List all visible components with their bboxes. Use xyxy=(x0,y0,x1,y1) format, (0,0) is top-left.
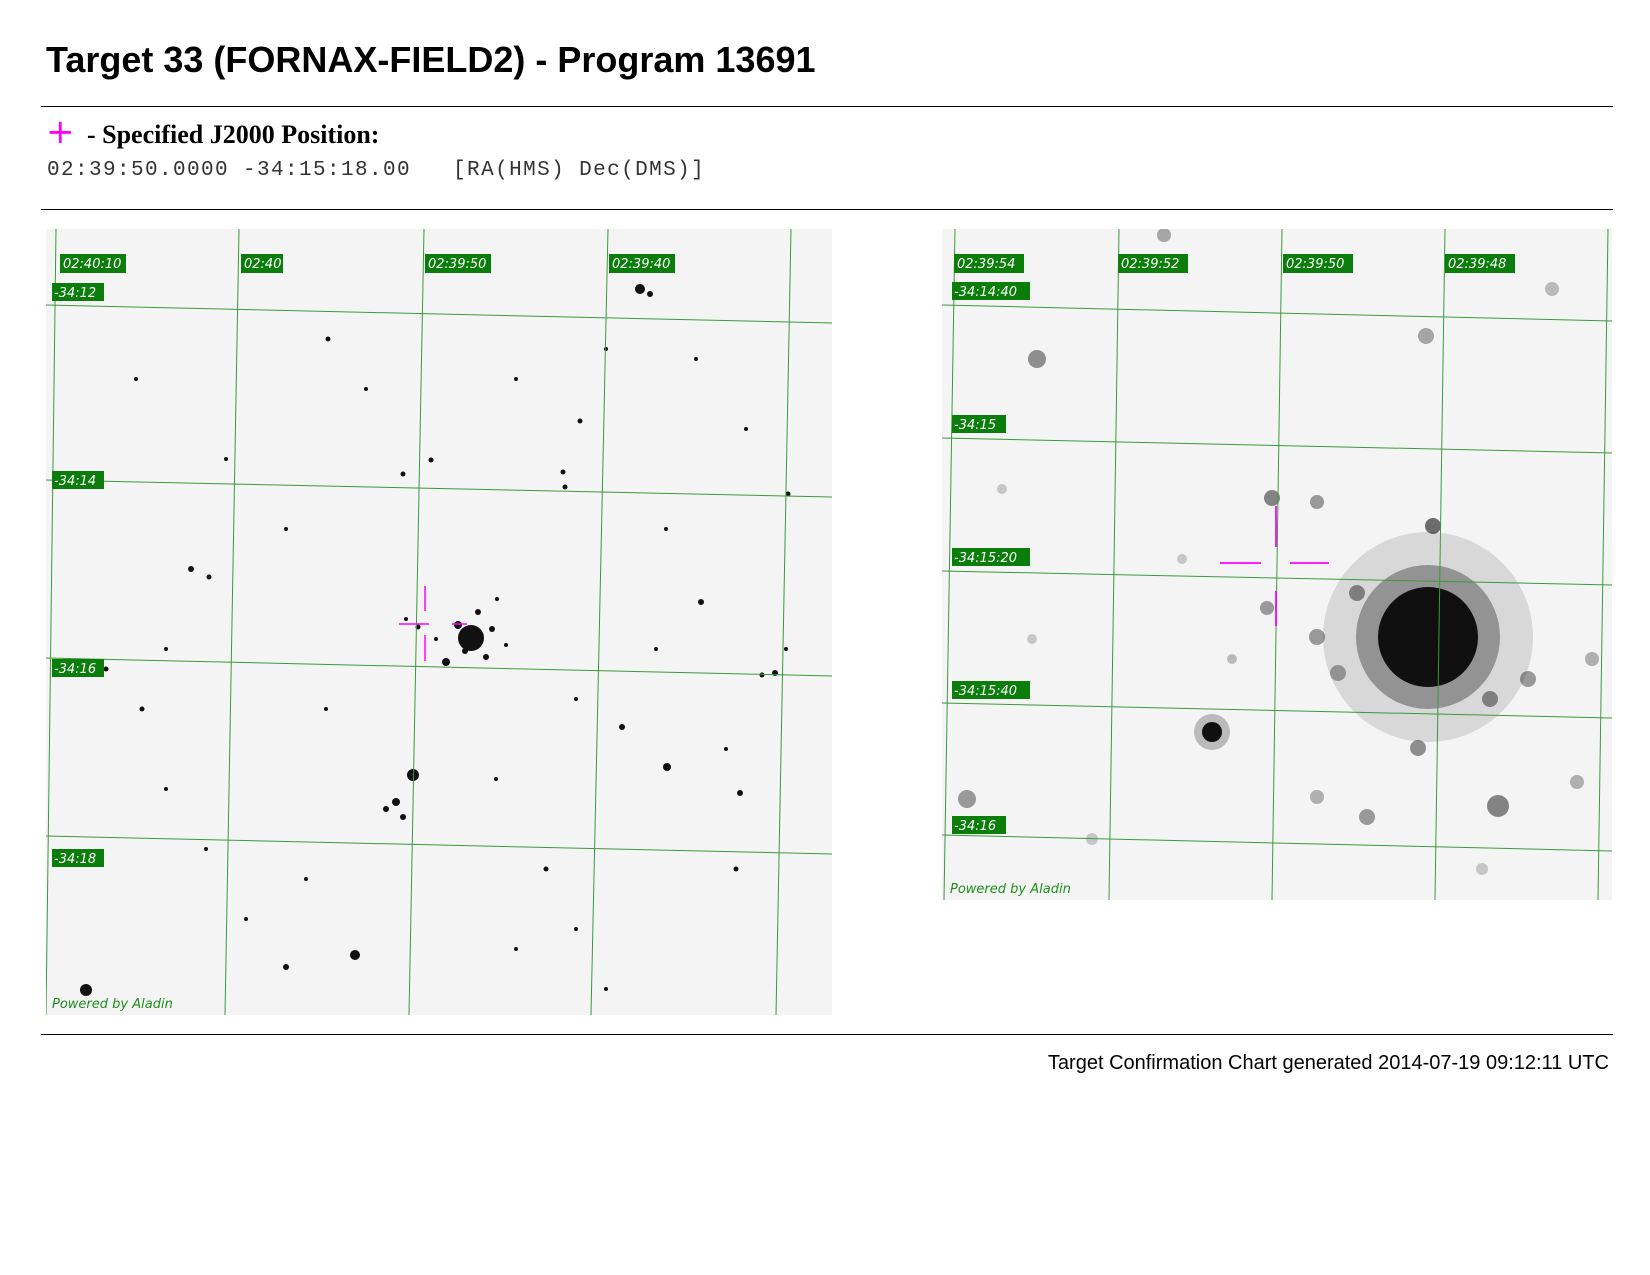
page-title: Target 33 (FORNAX-FIELD2) - Program 1369… xyxy=(46,39,816,80)
position-coordinates: 02:39:50.0000 -34:15:18.00 [RA(HMS) Dec(… xyxy=(47,159,706,182)
dec-label: -34:12 xyxy=(54,286,96,301)
dec-labels: -34:12 -34:14 -34:16 -34:18 xyxy=(52,283,104,867)
dec-label: -34:14 xyxy=(54,474,96,489)
footer-divider xyxy=(41,1034,1613,1035)
dec-label: -34:15:40 xyxy=(954,684,1017,699)
section-divider xyxy=(41,209,1613,210)
generated-timestamp: Target Confirmation Chart generated 2014… xyxy=(1047,1052,1609,1074)
ra-label: 02:39:40 xyxy=(612,257,670,272)
star-field-zoom xyxy=(958,229,1599,875)
ra-label: 02:40:10 xyxy=(63,257,121,272)
ra-labels: 02:40:10 02:40 02:39:50 02:39:40 xyxy=(60,254,675,273)
finder-chart-zoom: 02:39:54 02:39:52 02:39:50 02:39:48 -34:… xyxy=(942,229,1612,900)
ra-label: 02:39:50 xyxy=(1286,257,1344,272)
dec-label: -34:16 xyxy=(954,819,996,834)
ra-labels-zoom: 02:39:54 02:39:52 02:39:50 02:39:48 xyxy=(954,254,1515,273)
coordinate-grid-zoom xyxy=(942,229,1612,900)
finder-chart-wide: 02:40:10 02:40 02:39:50 02:39:40 -34:12 … xyxy=(46,229,832,1015)
coordinate-grid xyxy=(46,229,832,1015)
ra-label: 02:39:54 xyxy=(957,257,1015,272)
position-label: - Specified J2000 Position: xyxy=(86,120,380,149)
aladin-credit: Powered by Aladin xyxy=(950,882,1071,897)
target-crosshair-zoom xyxy=(1220,506,1329,626)
target-crosshair xyxy=(399,586,467,661)
ra-label: 02:39:52 xyxy=(1121,257,1179,272)
dec-label: -34:16 xyxy=(54,662,96,677)
crosshair-marker-icon: + xyxy=(46,112,75,152)
ra-label: 02:40 xyxy=(244,257,281,272)
dec-label: -34:14:40 xyxy=(954,285,1017,300)
dec-labels-zoom: -34:14:40 -34:15 -34:15:20 -34:15:40 -34… xyxy=(952,282,1030,834)
dec-label: -34:18 xyxy=(54,852,96,867)
position-line: + - Specified J2000 Position: xyxy=(46,112,380,152)
ra-label: 02:39:48 xyxy=(1448,257,1506,272)
aladin-credit: Powered by Aladin xyxy=(52,997,173,1012)
header-divider xyxy=(41,106,1613,107)
star-field xyxy=(80,284,791,996)
dec-label: -34:15:20 xyxy=(954,551,1017,566)
ra-label: 02:39:50 xyxy=(428,257,486,272)
dec-label: -34:15 xyxy=(954,418,996,433)
